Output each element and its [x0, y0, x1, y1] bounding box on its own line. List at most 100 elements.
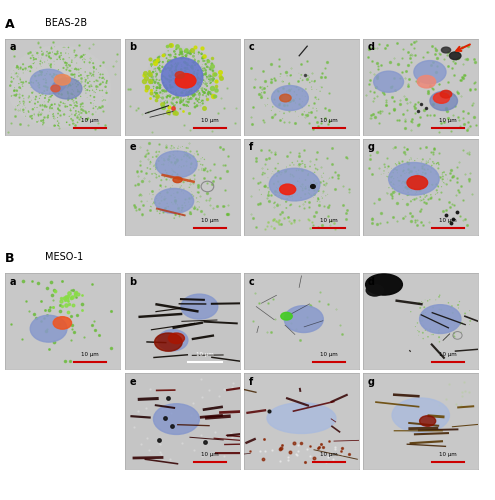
Point: [200, 166, 208, 173]
Point: [199, 79, 207, 87]
Point: [282, 192, 290, 200]
Point: [160, 98, 168, 106]
Point: [53, 56, 61, 64]
Point: [433, 160, 441, 168]
Point: [53, 71, 61, 79]
Point: [177, 60, 185, 68]
Point: [153, 94, 161, 102]
Point: [7, 81, 15, 89]
Point: [86, 96, 94, 104]
Point: [167, 92, 175, 100]
Point: [200, 89, 208, 97]
Point: [188, 62, 196, 70]
Point: [203, 58, 211, 66]
Point: [194, 198, 202, 205]
Point: [301, 190, 309, 198]
Point: [282, 204, 290, 212]
Ellipse shape: [434, 92, 449, 104]
Point: [51, 43, 59, 51]
Point: [50, 57, 58, 65]
Point: [197, 98, 204, 106]
Point: [156, 182, 164, 190]
Point: [175, 204, 183, 212]
Point: [385, 162, 393, 170]
Point: [147, 202, 154, 210]
Point: [48, 101, 55, 109]
Point: [182, 86, 190, 94]
Point: [55, 90, 63, 98]
Point: [383, 189, 391, 197]
Point: [97, 70, 104, 78]
Point: [37, 68, 45, 76]
Point: [301, 111, 309, 119]
Point: [437, 322, 445, 330]
Point: [44, 114, 51, 122]
Ellipse shape: [154, 188, 194, 214]
Point: [198, 61, 206, 69]
Point: [207, 78, 215, 86]
Point: [83, 86, 91, 94]
Point: [380, 170, 388, 177]
Point: [185, 102, 193, 110]
Point: [275, 168, 283, 176]
Point: [37, 110, 45, 118]
Point: [152, 160, 160, 168]
Point: [303, 96, 311, 104]
Point: [70, 87, 78, 95]
Point: [99, 97, 106, 105]
Point: [421, 180, 429, 188]
Point: [55, 54, 63, 62]
Point: [182, 54, 190, 62]
Point: [10, 76, 18, 84]
Point: [289, 171, 297, 179]
Point: [158, 154, 166, 162]
Point: [190, 150, 198, 158]
Point: [270, 181, 278, 189]
Point: [38, 54, 46, 62]
Point: [87, 92, 95, 100]
Point: [174, 60, 182, 68]
Point: [177, 163, 185, 171]
Point: [80, 83, 88, 91]
Point: [41, 94, 49, 102]
Point: [48, 54, 56, 62]
Point: [49, 74, 57, 82]
Point: [177, 66, 185, 74]
Point: [434, 189, 442, 197]
Point: [16, 105, 24, 113]
Point: [165, 176, 173, 184]
Point: [193, 148, 201, 156]
Point: [191, 202, 198, 210]
Point: [36, 81, 44, 89]
Point: [185, 81, 193, 89]
Point: [181, 48, 189, 56]
Point: [199, 54, 207, 62]
Point: [204, 56, 212, 64]
Point: [177, 54, 185, 62]
Point: [72, 107, 80, 115]
Text: 10 μm: 10 μm: [440, 352, 457, 358]
Point: [302, 184, 310, 192]
Point: [425, 182, 433, 190]
Point: [90, 96, 98, 104]
Ellipse shape: [392, 398, 449, 432]
Point: [174, 144, 182, 152]
Point: [178, 46, 186, 54]
Point: [431, 318, 439, 326]
Point: [27, 54, 35, 62]
Ellipse shape: [440, 90, 452, 98]
Point: [77, 80, 85, 88]
Point: [198, 50, 205, 58]
Point: [297, 183, 305, 191]
Point: [312, 182, 320, 190]
Point: [399, 196, 407, 203]
Point: [397, 172, 405, 179]
Text: 10 μm: 10 μm: [196, 352, 214, 358]
Point: [259, 83, 267, 91]
Point: [28, 114, 36, 122]
Point: [188, 194, 196, 202]
Point: [38, 48, 46, 56]
Point: [65, 76, 73, 84]
Point: [46, 107, 53, 115]
Point: [185, 56, 193, 64]
